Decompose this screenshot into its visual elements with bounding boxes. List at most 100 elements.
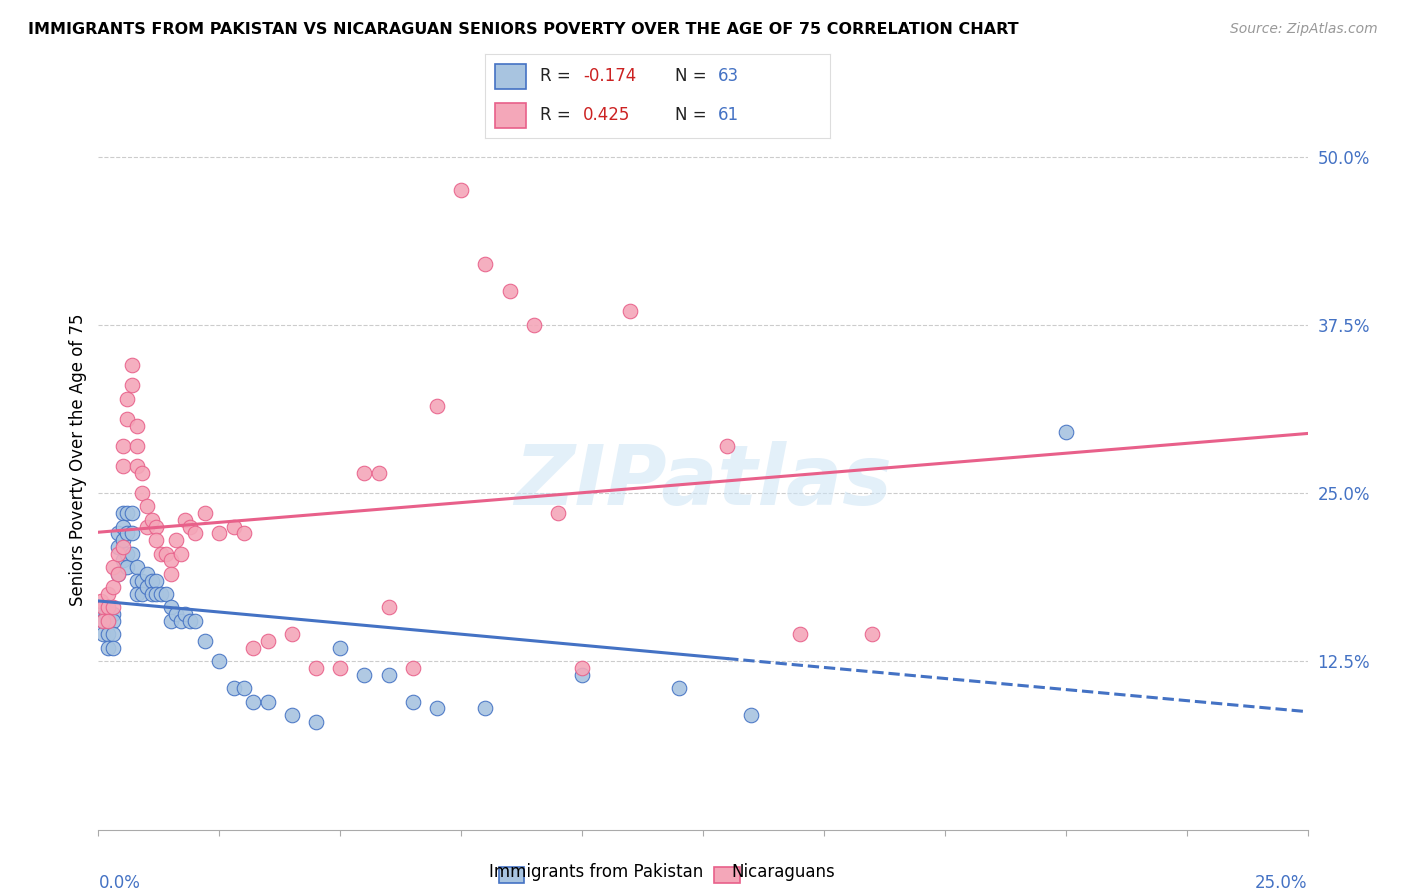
Point	[111, 540, 134, 554]
Point	[111, 439, 134, 453]
Point	[426, 701, 449, 715]
Point	[121, 526, 143, 541]
Point	[135, 519, 157, 533]
Point	[91, 627, 114, 641]
Point	[127, 574, 149, 588]
Point	[117, 412, 139, 426]
Point	[91, 600, 114, 615]
Bar	[495, 63, 526, 89]
Point	[101, 627, 124, 641]
Point	[160, 614, 183, 628]
Point	[208, 654, 231, 668]
Text: 0.425: 0.425	[583, 106, 631, 124]
Point	[121, 358, 143, 372]
Point	[353, 466, 375, 480]
Point	[165, 607, 187, 622]
Point	[474, 701, 496, 715]
Point	[377, 600, 399, 615]
Point	[523, 318, 546, 332]
Point	[111, 533, 134, 548]
Point	[117, 560, 139, 574]
Point	[402, 661, 425, 675]
Point	[111, 459, 134, 474]
Point	[256, 695, 278, 709]
Point	[127, 418, 149, 433]
Point	[789, 627, 811, 641]
Point	[174, 607, 197, 622]
Point	[101, 560, 124, 574]
Point	[668, 681, 690, 696]
Point	[305, 661, 328, 675]
Point	[111, 519, 134, 533]
Point	[169, 614, 191, 628]
Point	[127, 459, 149, 474]
Point	[135, 580, 157, 594]
Text: Source: ZipAtlas.com: Source: ZipAtlas.com	[1230, 22, 1378, 37]
Point	[107, 526, 129, 541]
Point	[571, 661, 593, 675]
Point	[131, 587, 153, 601]
Point	[145, 574, 167, 588]
Point	[165, 533, 187, 548]
Point	[353, 667, 375, 681]
Point	[117, 392, 139, 406]
Point	[141, 574, 163, 588]
Point	[169, 547, 191, 561]
Point	[571, 667, 593, 681]
Point	[860, 627, 883, 641]
Point	[90, 607, 112, 622]
Point	[242, 695, 264, 709]
Text: Nicaraguans: Nicaraguans	[731, 863, 835, 881]
Point	[547, 506, 569, 520]
Y-axis label: Seniors Poverty Over the Age of 75: Seniors Poverty Over the Age of 75	[69, 313, 87, 606]
Point	[329, 661, 352, 675]
Point	[402, 695, 425, 709]
Point	[184, 614, 207, 628]
Point	[91, 614, 114, 628]
Point	[97, 627, 120, 641]
Point	[474, 257, 496, 271]
Point	[121, 547, 143, 561]
Point	[117, 547, 139, 561]
Point	[127, 560, 149, 574]
Point	[91, 614, 114, 628]
Point	[194, 506, 217, 520]
Point	[145, 587, 167, 601]
Point	[208, 526, 231, 541]
Point	[141, 513, 163, 527]
Point	[141, 587, 163, 601]
Point	[498, 284, 520, 298]
Point	[111, 506, 134, 520]
Point	[131, 574, 153, 588]
Point	[619, 304, 641, 318]
Point	[740, 708, 762, 723]
Point	[242, 640, 264, 655]
Point	[150, 547, 173, 561]
Point	[135, 566, 157, 581]
Point	[155, 587, 177, 601]
Text: R =: R =	[540, 106, 576, 124]
Point	[101, 600, 124, 615]
Point	[232, 526, 254, 541]
Point	[117, 526, 139, 541]
Point	[97, 587, 120, 601]
Point	[127, 439, 149, 453]
Point	[90, 593, 112, 607]
Point	[222, 519, 245, 533]
Point	[174, 513, 197, 527]
Point	[97, 640, 120, 655]
Point	[179, 519, 201, 533]
Point	[127, 587, 149, 601]
Point	[121, 506, 143, 520]
Point	[160, 566, 183, 581]
Point	[107, 566, 129, 581]
Point	[160, 600, 183, 615]
Point	[121, 378, 143, 392]
Text: R =: R =	[540, 68, 576, 86]
Point	[150, 587, 173, 601]
Point	[281, 708, 304, 723]
Point	[97, 600, 120, 615]
Point	[101, 640, 124, 655]
Bar	[495, 103, 526, 128]
Point	[256, 634, 278, 648]
